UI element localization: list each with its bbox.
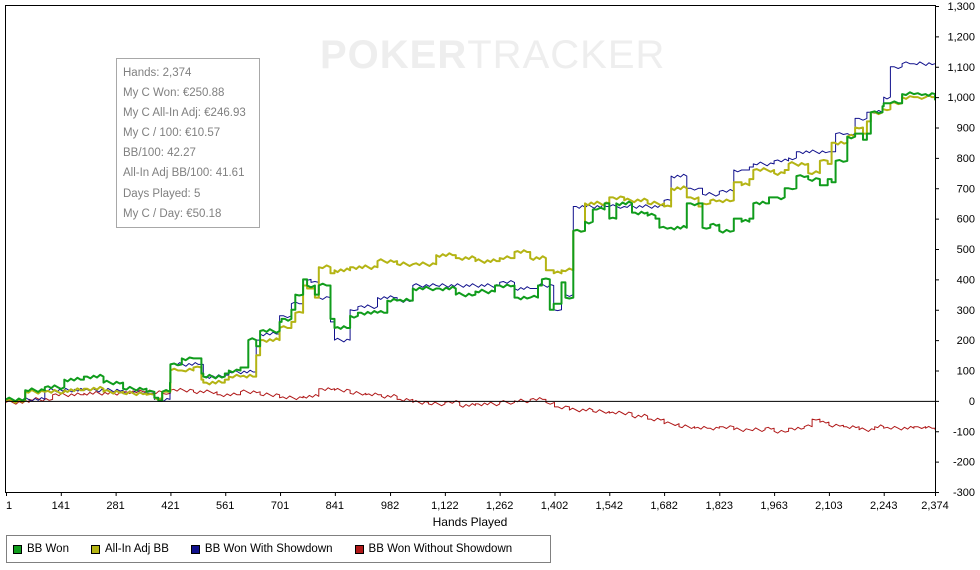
x-tick-label: 1: [6, 500, 12, 512]
info-per-100: My C / 100: €10.57: [123, 127, 221, 140]
x-tick-label: 141: [52, 500, 70, 512]
stats-info-box: Hands: 2,374 My C Won: €250.88 My C All-…: [116, 58, 260, 228]
legend-label-bb-won-no-showdown: BB Won Without Showdown: [368, 543, 513, 555]
x-axis: 1 141 281 421 561 701 841 982 1,122 1,262 1,402 1,5…: [6, 492, 949, 512]
legend-item-allin-adj-bb[interactable]: All-In Adj BB: [90, 543, 169, 555]
y-tick-label: 400: [957, 274, 975, 286]
watermark-part2: TRACKER: [467, 33, 666, 77]
legend-swatch-bb-won-showdown: [190, 544, 200, 554]
y-tick-label: 900: [957, 123, 975, 135]
x-tick-label: 421: [161, 500, 179, 512]
x-tick-label: 1,963: [760, 500, 788, 512]
x-tick-label: 1,823: [706, 500, 734, 512]
y-tick-label: 700: [957, 183, 975, 195]
x-tick-label: 1,122: [431, 500, 459, 512]
legend-item-bb-won[interactable]: BB Won: [13, 543, 69, 555]
legend-label-bb-won: BB Won: [27, 543, 69, 555]
y-tick-label: 1,000: [947, 92, 975, 104]
x-tick-label: 2,103: [815, 500, 843, 512]
y-tick-label: 500: [957, 244, 975, 256]
x-tick-label: 561: [216, 500, 234, 512]
y-tick-label: 0: [969, 396, 975, 408]
legend-label-allin-adj-bb: All-In Adj BB: [104, 543, 169, 555]
x-tick-label: 1,262: [486, 500, 514, 512]
series-line-bb-won: [5, 91, 936, 403]
x-tick-label: 982: [381, 500, 399, 512]
info-allin-bb-100: All-In Adj BB/100: 41.61: [123, 167, 245, 180]
legend-label-bb-won-showdown: BB Won With Showdown: [204, 543, 333, 555]
y-tick-label: 100: [957, 366, 975, 378]
y-tick-label: 1,200: [947, 31, 975, 43]
legend-swatch-bb-won: [13, 544, 22, 554]
x-tick-label: 701: [271, 500, 289, 512]
info-per-day: My C / Day: €50.18: [123, 207, 222, 220]
y-tick-label: 200: [957, 335, 975, 347]
x-tick-label: 841: [326, 500, 344, 512]
y-axis: -300 -200 -100 0 100 200 300 400 500 600 700 800 900…: [935, 1, 975, 499]
y-tick-label: 800: [957, 153, 975, 165]
y-tick-label: 1,300: [947, 1, 975, 13]
x-tick-label: 281: [106, 500, 124, 512]
x-axis-title: Hands Played: [433, 515, 508, 529]
x-tick-label: 1,402: [541, 500, 569, 512]
series-layer: [5, 61, 936, 434]
y-tick-label: -300: [953, 487, 975, 499]
info-allin-adj: My C All-In Adj: €246.93: [123, 107, 246, 120]
y-tick-label: -200: [953, 457, 975, 469]
info-won: My C Won: €250.88: [123, 87, 225, 100]
info-bb-100: BB/100: 42.27: [123, 147, 196, 160]
y-tick-label: 600: [957, 214, 975, 226]
legend-item-bb-won-showdown[interactable]: BB Won With Showdown: [190, 543, 333, 555]
x-tick-label: 2,243: [870, 500, 898, 512]
x-tick-label: 1,682: [650, 500, 678, 512]
pokertracker-watermark: POKERTRACKER: [320, 33, 665, 78]
info-days: Days Played: 5: [123, 187, 201, 200]
x-tick-label: 1,542: [596, 500, 624, 512]
y-tick-label: -100: [953, 426, 975, 438]
legend-swatch-bb-won-no-showdown: [354, 544, 364, 554]
chart-legend: BB Won All-In Adj BB BB Won With Showdow…: [6, 535, 551, 563]
info-hands: Hands: 2,374: [123, 67, 192, 79]
series-line-bb-won-with-showdown: [5, 61, 936, 402]
y-tick-label: 1,100: [947, 62, 975, 74]
legend-swatch-allin-adj-bb: [90, 544, 100, 554]
watermark-part1: POKER: [320, 33, 468, 77]
x-tick-label: 2,374: [921, 500, 949, 512]
y-tick-label: 300: [957, 305, 975, 317]
legend-item-bb-won-no-showdown[interactable]: BB Won Without Showdown: [354, 543, 513, 555]
